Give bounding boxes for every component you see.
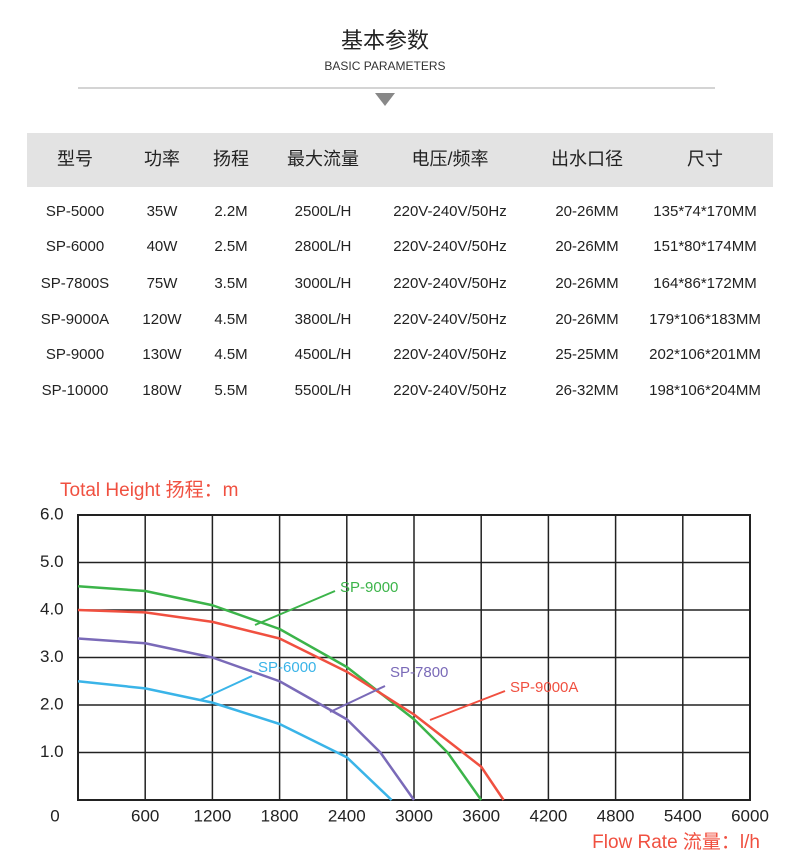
series-line: [77, 608, 505, 801]
x-tick-label: 1800: [261, 806, 299, 825]
x-tick-label: 0: [50, 806, 59, 825]
y-tick-label: 1.0: [40, 742, 64, 761]
table-cell: 2500L/H: [295, 203, 352, 220]
table-cell: 5500L/H: [295, 382, 352, 399]
label-leader: [429, 690, 506, 721]
x-tick-label: 6000: [731, 806, 769, 825]
table-cell: 20-26MM: [555, 311, 618, 328]
table-cell: 20-26MM: [555, 203, 618, 220]
series-label: SP-9000: [340, 579, 398, 596]
table-cell: SP-10000: [42, 382, 109, 399]
table-cell: SP-9000A: [41, 311, 109, 328]
table-cell: SP-9000: [46, 346, 104, 363]
table-cell: 4500L/H: [295, 346, 352, 363]
table-cell: 151*80*174MM: [653, 238, 756, 255]
series-label: SP-6000: [258, 659, 316, 676]
table-cell: 220V-240V/50Hz: [393, 238, 506, 255]
y-axis-title: Total Height 扬程：m: [60, 479, 238, 501]
table-cell: 4.5M: [214, 311, 247, 328]
table-cell: 5.5M: [214, 382, 247, 399]
table-cell: 220V-240V/50Hz: [393, 382, 506, 399]
series-label: SP-9000A: [510, 679, 578, 696]
table-cell: 20-26MM: [555, 238, 618, 255]
table-cell: 179*106*183MM: [649, 311, 761, 328]
table-header-cell: 电压/频率: [411, 149, 488, 169]
table-header-bg: [27, 133, 773, 187]
table-cell: SP-7800S: [41, 275, 109, 292]
label-leader: [329, 685, 386, 713]
y-tick-label: 2.0: [40, 694, 64, 713]
table-cell: 4.5M: [214, 346, 247, 363]
series-label: SP-7800: [390, 664, 448, 681]
page-subtitle: BASIC PARAMETERS: [324, 59, 445, 73]
table-cell: 180W: [142, 382, 182, 399]
table-cell: 2.2M: [214, 203, 247, 220]
x-tick-label: 5400: [664, 806, 702, 825]
x-tick-label: 3600: [462, 806, 500, 825]
series-line: [77, 680, 393, 801]
label-leader: [254, 590, 336, 626]
x-tick-label: 4800: [597, 806, 635, 825]
series-line: [77, 585, 483, 801]
table-header-cell: 型号: [57, 149, 93, 169]
table-cell: 135*74*170MM: [653, 203, 756, 220]
table-cell: 164*86*172MM: [653, 275, 756, 292]
table-cell: SP-5000: [46, 203, 104, 220]
table-cell: 130W: [142, 346, 182, 363]
table-header-cell: 扬程: [213, 149, 249, 169]
table-cell: 198*106*204MM: [649, 382, 761, 399]
y-tick-label: 3.0: [40, 647, 64, 666]
table-cell: SP-6000: [46, 238, 104, 255]
table-cell: 220V-240V/50Hz: [393, 346, 506, 363]
table-cell: 2800L/H: [295, 238, 352, 255]
divider-arrow: [375, 93, 395, 106]
table-cell: 220V-240V/50Hz: [393, 311, 506, 328]
table-header-cell: 功率: [144, 149, 180, 169]
table-header-cell: 出水口径: [551, 149, 623, 169]
y-tick-label: 5.0: [40, 552, 64, 571]
table-cell: 75W: [147, 275, 179, 292]
table-cell: 202*106*201MM: [649, 346, 761, 363]
series-line: [77, 637, 416, 801]
table-cell: 220V-240V/50Hz: [393, 203, 506, 220]
table-header-cell: 最大流量: [287, 149, 359, 169]
table-cell: 3.5M: [214, 275, 247, 292]
table-cell: 2.5M: [214, 238, 247, 255]
table-cell: 25-25MM: [555, 346, 618, 363]
table-cell: 3800L/H: [295, 311, 352, 328]
table-cell: 40W: [147, 238, 179, 255]
table-cell: 26-32MM: [555, 382, 618, 399]
table-cell: 20-26MM: [555, 275, 618, 292]
y-tick-label: 4.0: [40, 599, 64, 618]
x-tick-label: 3000: [395, 806, 433, 825]
table-cell: 3000L/H: [295, 275, 352, 292]
y-tick-label: 6.0: [40, 504, 64, 523]
x-tick-label: 4200: [529, 806, 567, 825]
x-tick-label: 2400: [328, 806, 366, 825]
page-title: 基本参数: [341, 28, 429, 53]
label-leader: [199, 675, 253, 701]
table-cell: 120W: [142, 311, 182, 328]
x-tick-label: 1200: [193, 806, 231, 825]
table-cell: 220V-240V/50Hz: [393, 275, 506, 292]
table-cell: 35W: [147, 203, 179, 220]
x-tick-label: 600: [131, 806, 159, 825]
x-axis-title: Flow Rate 流量：l/h: [592, 831, 760, 853]
table-header-cell: 尺寸: [687, 149, 723, 169]
